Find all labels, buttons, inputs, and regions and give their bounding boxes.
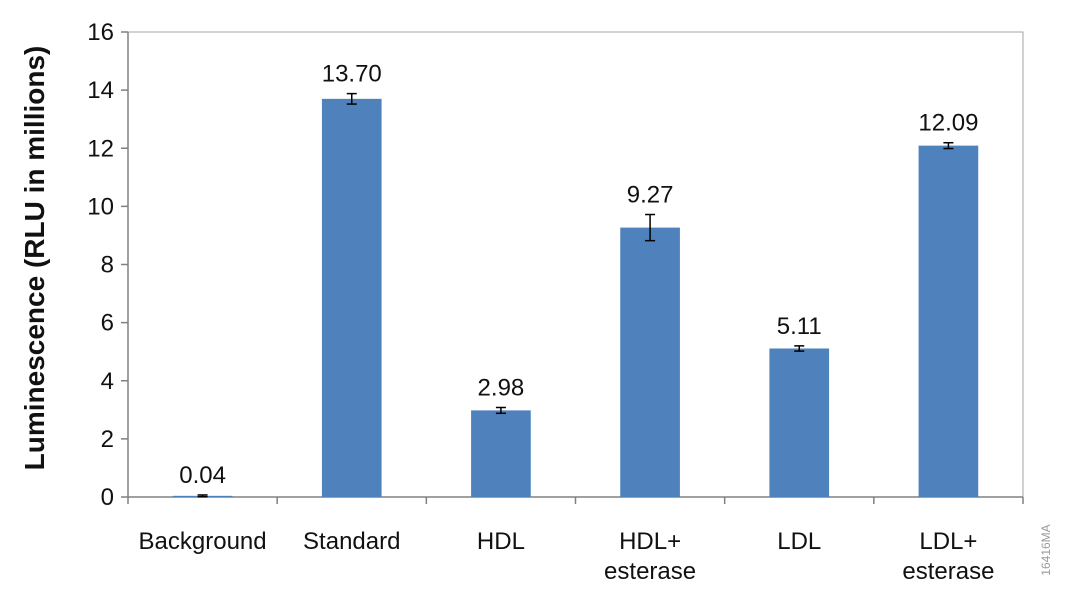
y-tick-label: 2 — [101, 426, 114, 453]
y-axis: 0 2 4 6 8 10 12 14 16 — [87, 19, 129, 511]
x-category-label-line: HDL+ — [619, 528, 681, 555]
bar — [321, 98, 382, 497]
error-bar — [794, 345, 805, 352]
error-bar — [645, 213, 656, 242]
bar — [620, 227, 680, 497]
figure-id: 16416MA — [1039, 524, 1053, 575]
data-label: 0.04 — [179, 462, 226, 489]
x-axis: Background Standard HDL HDL+ esterase LDL LDL+… — [127, 496, 1024, 585]
x-category-label-line: LDL+ — [919, 528, 977, 555]
data-label: 9.27 — [627, 182, 674, 209]
y-tick-label: 12 — [87, 135, 114, 162]
x-category-label: HDL+ esterase — [604, 528, 696, 585]
x-category-label-line: LDL — [777, 528, 821, 555]
error-bar — [943, 141, 954, 150]
plot-area — [127, 31, 1024, 498]
x-category-label: Standard — [303, 528, 400, 555]
data-labels: 0.04 13.70 2.98 9.27 5.11 12.09 — [179, 61, 978, 489]
x-category-label-line: esterase — [902, 558, 994, 585]
x-category-label-line: esterase — [604, 558, 696, 585]
error-bar — [495, 406, 506, 415]
data-label: 5.11 — [777, 313, 822, 340]
y-tick-label: 0 — [101, 484, 114, 511]
x-category-label-line: HDL — [477, 528, 525, 555]
x-category-label-line: Background — [139, 528, 267, 555]
bar-series — [172, 92, 979, 498]
error-bar — [346, 92, 357, 105]
y-tick-label: 14 — [87, 77, 114, 104]
x-category-label: HDL — [477, 528, 525, 555]
x-category-label: LDL+ esterase — [902, 528, 994, 585]
y-tick-label: 10 — [87, 193, 114, 220]
y-tick-label: 4 — [101, 368, 114, 395]
y-tick-label: 8 — [101, 252, 114, 279]
x-category-label: LDL — [777, 528, 821, 555]
x-category-label: Background — [139, 528, 267, 555]
y-tick-label: 6 — [101, 310, 114, 337]
y-tick-label: 16 — [87, 19, 114, 46]
data-label: 12.09 — [918, 110, 978, 137]
bar — [918, 145, 979, 497]
error-bar — [197, 494, 208, 498]
data-label: 2.98 — [478, 374, 525, 401]
plot-border — [127, 31, 1024, 498]
x-category-label-line: Standard — [303, 528, 400, 555]
data-label: 13.70 — [322, 61, 382, 88]
bar — [769, 348, 830, 497]
bar — [471, 410, 531, 497]
y-axis-title: Luminescence (RLU in millions) — [19, 46, 50, 471]
